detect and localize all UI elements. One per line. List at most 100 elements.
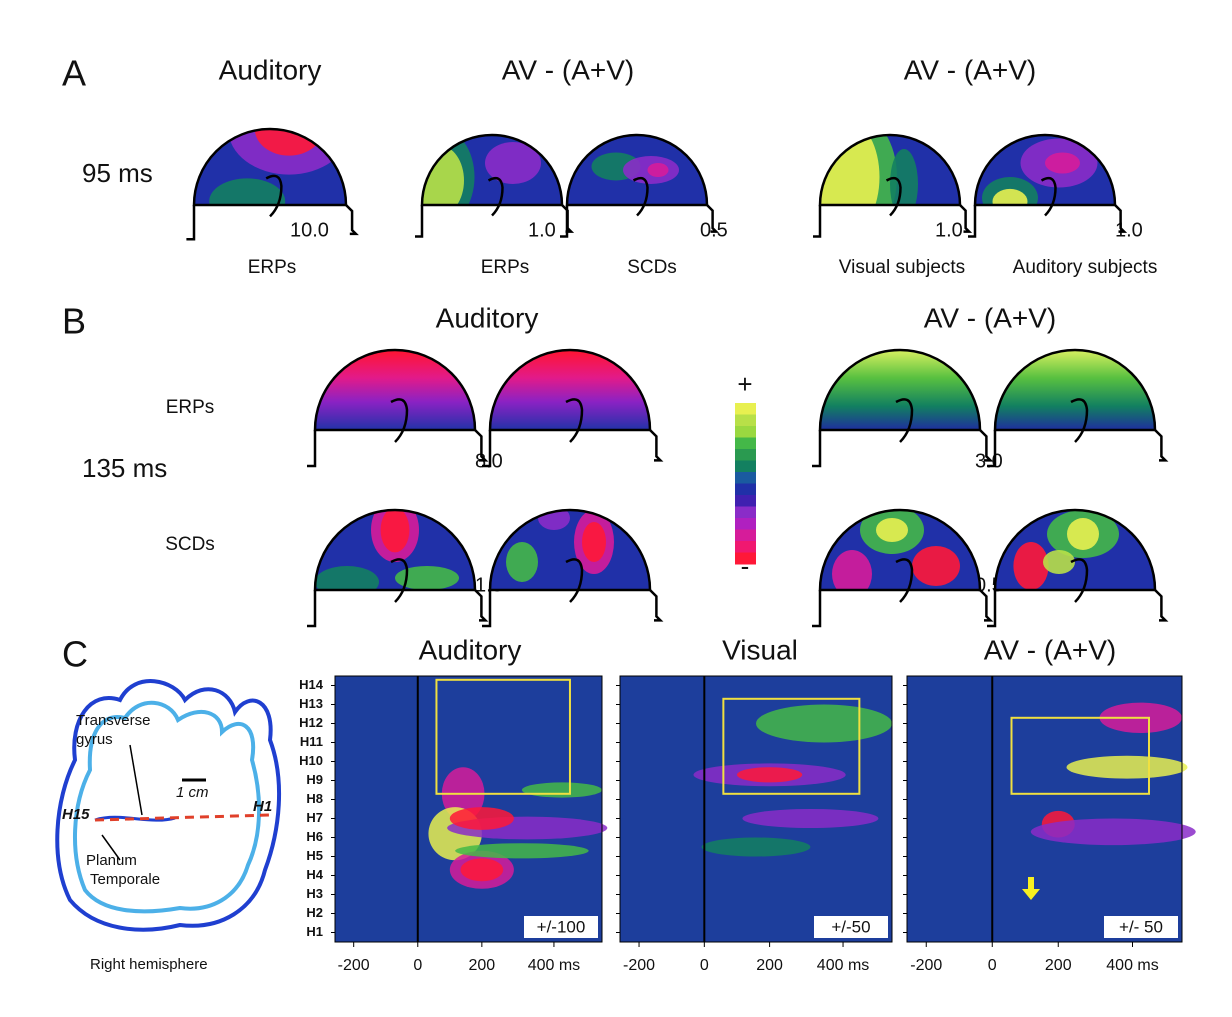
head-outline bbox=[993, 348, 1157, 432]
y-tick-label: H9 bbox=[306, 772, 323, 787]
face bbox=[1114, 204, 1128, 233]
ear bbox=[565, 558, 584, 603]
neck bbox=[812, 590, 822, 628]
y-tick-label: H13 bbox=[299, 696, 323, 711]
neck bbox=[812, 430, 822, 468]
ear bbox=[487, 176, 504, 217]
plot-title: Auditory bbox=[419, 634, 522, 665]
map-region bbox=[582, 522, 606, 562]
map-region bbox=[1043, 550, 1075, 574]
head-outline bbox=[993, 508, 1157, 592]
neck bbox=[987, 430, 997, 468]
x-tick-label: -200 bbox=[623, 957, 655, 974]
face bbox=[959, 204, 973, 233]
head-outline bbox=[488, 348, 652, 432]
map-region bbox=[1067, 518, 1099, 550]
map-region bbox=[395, 566, 459, 590]
ear bbox=[565, 398, 584, 443]
map-region bbox=[876, 518, 908, 542]
y-tick-label: H11 bbox=[300, 734, 323, 749]
x-tick-label: -200 bbox=[910, 957, 942, 974]
face bbox=[649, 589, 664, 622]
x-tick-label: 400 ms bbox=[1106, 957, 1158, 974]
y-tick-label: H12 bbox=[299, 715, 323, 730]
colorbar-step bbox=[735, 541, 756, 553]
head-outline bbox=[313, 348, 477, 432]
scale-label: +/-100 bbox=[537, 917, 586, 936]
topo-map bbox=[995, 350, 1155, 430]
inner-contour bbox=[73, 700, 262, 914]
heatmap-region bbox=[521, 782, 602, 798]
brain-label: Planum bbox=[86, 852, 137, 869]
scale-label: +/-50 bbox=[831, 917, 870, 936]
topo-map bbox=[315, 350, 475, 430]
map-fill bbox=[490, 350, 650, 430]
brain-caption: Right hemisphere bbox=[90, 956, 208, 973]
x-tick-label: -200 bbox=[338, 957, 370, 974]
map-region bbox=[912, 546, 960, 586]
caption: SCDs bbox=[627, 257, 677, 278]
topo-map bbox=[995, 510, 1155, 590]
time-label: 95 ms bbox=[82, 158, 153, 188]
heatmap-region bbox=[449, 807, 514, 830]
head-outline bbox=[818, 508, 982, 592]
outer-contour bbox=[55, 679, 282, 932]
head-outline bbox=[565, 133, 709, 207]
map-region bbox=[485, 142, 541, 184]
plot-frame bbox=[334, 675, 603, 943]
neck bbox=[307, 430, 317, 468]
topo-map bbox=[820, 350, 980, 430]
head-outline bbox=[488, 508, 652, 592]
heatmap-region bbox=[460, 858, 504, 882]
y-tick-label: H14 bbox=[299, 677, 324, 692]
pointer bbox=[129, 744, 143, 816]
face bbox=[345, 204, 359, 236]
scale-box bbox=[814, 916, 888, 938]
row-label: SCDs bbox=[165, 534, 215, 555]
plot-frame bbox=[906, 675, 1183, 943]
colorbar-step bbox=[735, 552, 756, 565]
face bbox=[979, 429, 994, 462]
map-region bbox=[992, 188, 1028, 205]
electrode-label: H15 bbox=[62, 806, 90, 823]
head-outline bbox=[313, 508, 477, 592]
heatmap-region bbox=[742, 809, 879, 828]
scale-label: 1 cm bbox=[176, 784, 209, 801]
colorbar-step bbox=[735, 403, 756, 415]
map-region bbox=[228, 129, 346, 175]
scale-label: 1.0 bbox=[1115, 219, 1143, 241]
y-tick-label: H5 bbox=[306, 848, 323, 863]
caption: Visual subjects bbox=[839, 257, 965, 278]
ear bbox=[390, 398, 409, 443]
face bbox=[649, 429, 664, 462]
colorbar-plus: + bbox=[737, 369, 752, 399]
head-outline bbox=[192, 127, 348, 207]
face bbox=[1154, 429, 1169, 462]
colorbar-step bbox=[735, 449, 756, 461]
ear bbox=[895, 558, 914, 603]
y-tick-label: H7 bbox=[306, 810, 323, 825]
map-region bbox=[254, 129, 324, 156]
ear bbox=[885, 176, 902, 217]
panel-label: C bbox=[62, 634, 88, 675]
map-fill bbox=[315, 350, 475, 430]
map-region bbox=[315, 566, 379, 590]
neck bbox=[186, 205, 196, 241]
ear bbox=[632, 176, 649, 217]
x-tick-label: 0 bbox=[413, 957, 422, 974]
group-title: AV - (A+V) bbox=[502, 54, 635, 85]
x-tick-label: 200 bbox=[1045, 957, 1072, 974]
brain-label: gyrus bbox=[76, 731, 113, 748]
topo-map bbox=[975, 135, 1115, 205]
colorbar-step bbox=[735, 518, 756, 530]
group-title: Auditory bbox=[219, 54, 322, 85]
neck bbox=[987, 590, 997, 628]
colorbar-step bbox=[735, 426, 756, 438]
group-title: AV - (A+V) bbox=[924, 302, 1057, 333]
brain-section bbox=[55, 679, 282, 932]
colorbar-step bbox=[735, 472, 756, 484]
colorbar-step bbox=[735, 495, 756, 507]
heatmap-region bbox=[701, 837, 811, 857]
scale-label: 1.0 bbox=[528, 219, 556, 241]
